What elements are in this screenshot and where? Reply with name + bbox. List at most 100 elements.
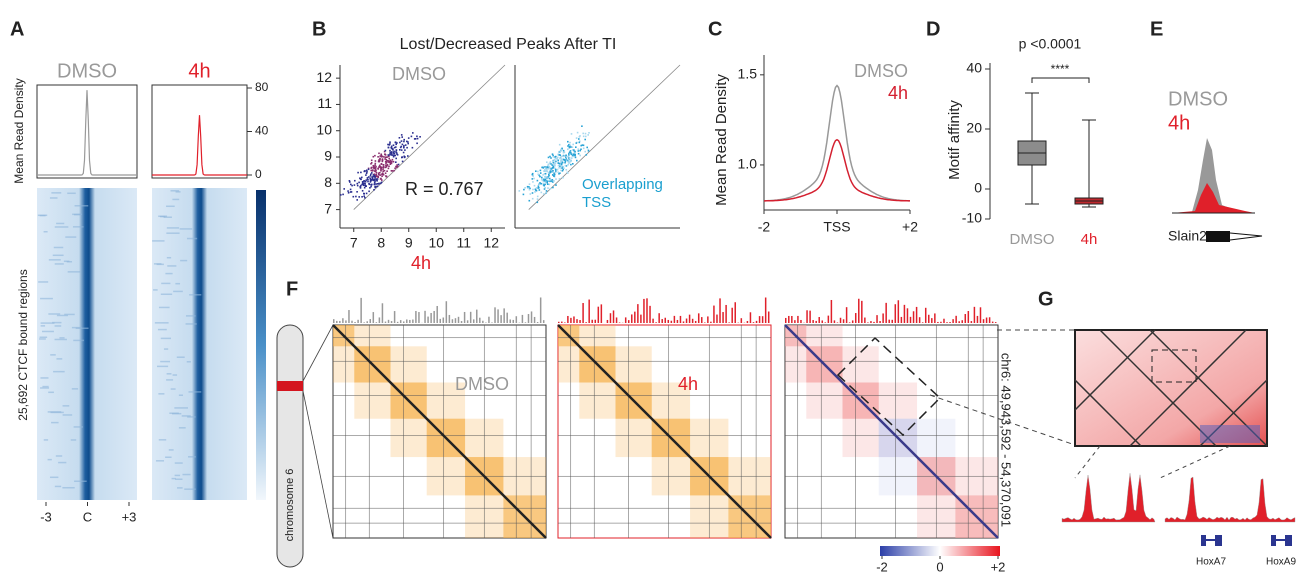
coverage-bar <box>728 322 730 323</box>
scatter-dot <box>580 149 582 151</box>
scatter-dot <box>537 174 539 176</box>
scatter-dot <box>549 178 551 180</box>
scatter-dot <box>558 167 560 169</box>
coverage-bar <box>585 322 587 323</box>
scatter-dot <box>542 174 544 176</box>
scatter-dot <box>360 179 362 181</box>
scatter-dot <box>414 138 416 140</box>
scatter-dot <box>546 182 548 184</box>
coverage-bar <box>455 318 457 323</box>
coverage-bar <box>363 322 365 323</box>
scatter-dot <box>561 166 563 168</box>
heatmap <box>152 188 247 500</box>
coverage-bar <box>607 320 609 323</box>
coverage-bar <box>989 317 991 323</box>
scatter-dot <box>564 152 566 154</box>
coverage-bar <box>873 322 875 323</box>
coverage-bar <box>336 321 338 323</box>
coverage-bar <box>977 316 979 323</box>
scatter-dot <box>371 184 373 186</box>
coverage-bar <box>719 298 721 323</box>
colorbar-tick-label: -2 <box>876 559 888 574</box>
scatter-dot <box>342 194 344 196</box>
coverage-bar <box>357 320 359 323</box>
heatmap-speck <box>177 487 183 489</box>
scatter-dot <box>537 198 539 200</box>
coverage-bar <box>734 302 736 323</box>
coverage-bar <box>391 321 393 323</box>
x-tick-label: +3 <box>122 509 137 524</box>
coverage-bar <box>968 311 970 323</box>
scatter-dot <box>532 174 534 176</box>
profile-curve <box>764 86 910 201</box>
scatter-dot <box>559 165 561 167</box>
scatter-dot <box>558 151 560 153</box>
scatter-dot <box>375 163 377 165</box>
scatter-dot <box>362 190 364 192</box>
zoom-line <box>1075 446 1100 478</box>
scatter-dot <box>561 167 563 169</box>
heatmap-speck <box>172 413 181 415</box>
scatter-dot <box>550 168 552 170</box>
scatter-dot <box>391 161 393 163</box>
scatter-dot <box>383 166 385 168</box>
region-label: chr6: 49,943,592 - 54,370,091 <box>999 353 1014 527</box>
coverage-bar <box>812 320 814 323</box>
scatter-dot <box>375 183 377 185</box>
scatter-dot <box>570 145 572 147</box>
coverage-bar <box>470 312 472 323</box>
scatter-dot <box>552 153 554 155</box>
axis-label: 4h <box>411 253 431 273</box>
coverage-bar <box>689 315 691 323</box>
scatter-dot <box>572 163 574 165</box>
scatter-dot <box>403 145 405 147</box>
heatmap-speck <box>72 388 78 390</box>
heatmap-speck <box>161 338 171 340</box>
scatter-dot <box>563 167 565 169</box>
y-tick-label: 7 <box>324 200 332 216</box>
scatter-dot <box>402 161 404 163</box>
heatmap-speck <box>53 371 65 373</box>
heatmap-speck <box>176 191 181 193</box>
heatmap-speck <box>165 273 172 275</box>
scatter-dot <box>351 191 353 193</box>
scatter-dot <box>353 196 355 198</box>
heatmap-speck <box>169 449 174 451</box>
profile-curve <box>152 115 247 175</box>
scatter-dot <box>544 179 546 181</box>
coverage-bar <box>403 321 405 323</box>
scatter-dot <box>537 180 539 182</box>
coverage-bar <box>619 322 621 323</box>
scatter-dot <box>382 159 384 161</box>
scatter-dot <box>571 157 573 159</box>
condition-label: 4h <box>188 60 210 82</box>
coverage-bar <box>561 322 563 323</box>
scatter-dot <box>543 167 545 169</box>
coverage-bar <box>704 322 706 323</box>
coverage-bar <box>376 322 378 323</box>
scatter-dot <box>557 157 559 159</box>
heatmap-speck <box>175 283 180 285</box>
scatter-dot <box>568 159 570 161</box>
scatter-dot <box>388 168 390 170</box>
heatmap-speck <box>187 361 191 363</box>
scatter-dot <box>399 142 401 144</box>
coverage-bar <box>794 320 796 323</box>
coverage-bar <box>762 316 764 323</box>
scatter-dot <box>358 182 360 184</box>
axis-label: DMSO <box>392 64 446 84</box>
heatmap-speck <box>65 236 76 238</box>
scatter-dot <box>543 193 545 195</box>
coverage-bar <box>433 311 435 323</box>
scatter-dot <box>396 142 398 144</box>
gene-label: HoxA7 <box>1196 557 1226 568</box>
coverage-bar <box>952 319 954 323</box>
heatmap-speck <box>48 459 52 461</box>
coverage-bar <box>815 321 817 323</box>
coverage-bar <box>934 313 936 323</box>
scatter-dot <box>370 167 372 169</box>
scatter-dot <box>558 165 560 167</box>
coverage-bar <box>791 316 793 323</box>
coverage-bar <box>634 312 636 323</box>
coverage-bar <box>701 317 703 323</box>
